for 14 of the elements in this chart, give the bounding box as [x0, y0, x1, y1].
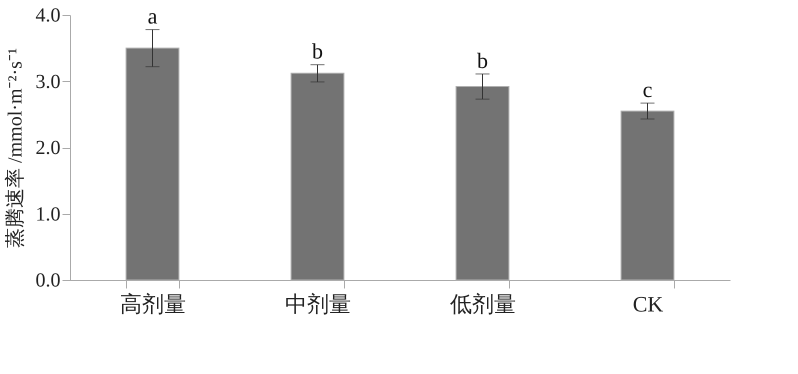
- y-tick-label: 2.0: [36, 137, 60, 159]
- x-tick-label: CK: [632, 292, 664, 316]
- x-tick-label: 低剂量: [450, 292, 516, 316]
- x-tick-label: 中剂量: [285, 292, 351, 316]
- annotation: b: [477, 48, 488, 73]
- x-tick-label: 高剂量: [120, 292, 186, 316]
- y-tick-label: 3.0: [36, 70, 60, 93]
- annotation: c: [642, 77, 653, 102]
- y-tick-label: 0.0: [36, 270, 60, 292]
- y-tick-label: 1.0: [36, 203, 60, 226]
- y-tick-label: 4.0: [36, 4, 60, 26]
- annotation: a: [148, 4, 158, 29]
- y-axis-title: 蒸腾速率 /mmol·m⁻²·s⁻¹: [4, 48, 26, 248]
- annotation: b: [312, 38, 323, 64]
